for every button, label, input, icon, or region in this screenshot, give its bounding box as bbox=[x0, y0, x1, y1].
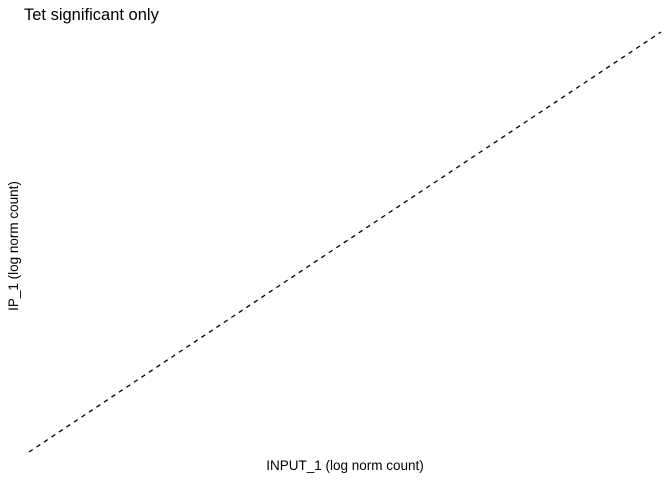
y-axis-label: IP_1 (log norm count) bbox=[6, 181, 21, 311]
identity-reference-line bbox=[28, 31, 662, 453]
chart-title: Tet significant only bbox=[24, 6, 160, 24]
plot-area bbox=[28, 31, 662, 453]
x-axis-label: INPUT_1 (log norm count) bbox=[266, 458, 424, 473]
